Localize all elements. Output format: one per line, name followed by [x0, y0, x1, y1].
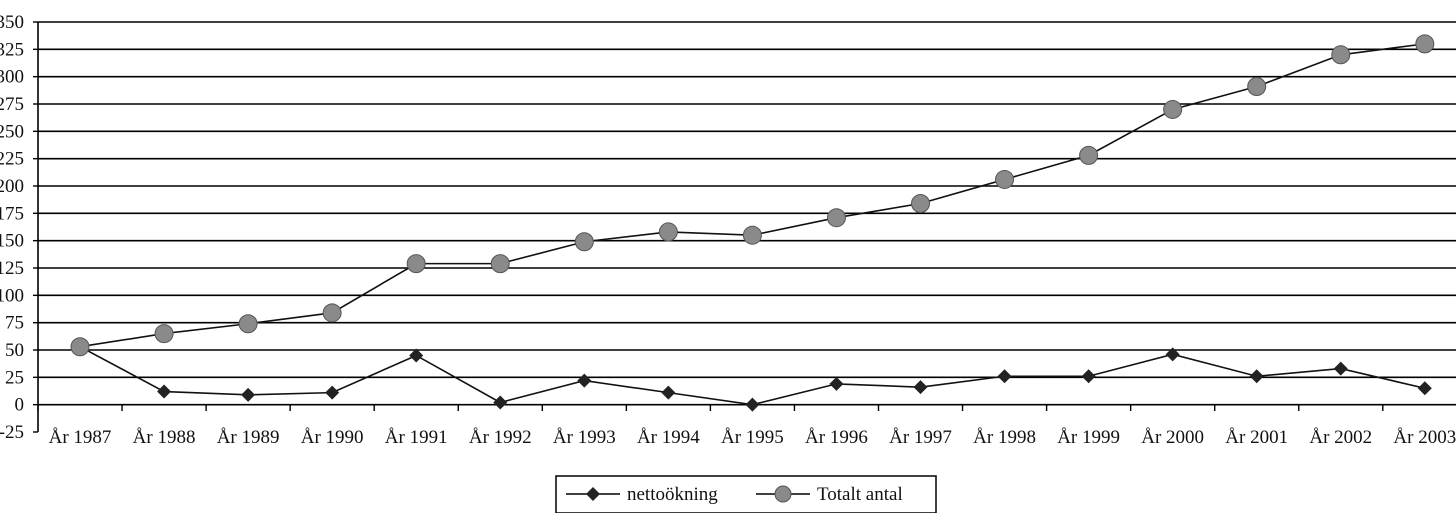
y-tick-label: 150	[0, 231, 24, 252]
data-point	[409, 348, 424, 363]
data-point	[1081, 369, 1096, 384]
x-tick-label: År 1987	[49, 427, 112, 448]
data-point	[574, 232, 594, 252]
legend-label-totalt-antal: Totalt antal	[817, 484, 903, 505]
legend: nettoökning Totalt antal	[555, 475, 937, 513]
y-tick-label: -25	[0, 422, 24, 443]
data-point	[1333, 361, 1348, 376]
data-point	[658, 222, 678, 242]
data-point	[995, 169, 1015, 189]
data-point	[1163, 99, 1183, 119]
x-tick-label: År 2003	[1393, 427, 1456, 448]
legend-label-nettookning: nettoökning	[627, 484, 718, 505]
y-tick-label: 75	[5, 313, 24, 334]
data-point	[157, 384, 172, 399]
data-point	[70, 337, 90, 357]
data-point	[406, 254, 426, 274]
x-tick-label: År 1997	[889, 427, 952, 448]
data-point	[1415, 34, 1435, 54]
y-tick-label: 350	[0, 12, 24, 33]
legend-marker-nettookning	[586, 487, 600, 501]
y-tick-label: 175	[0, 203, 24, 224]
y-tick-label: 25	[5, 367, 24, 388]
data-point	[742, 225, 762, 245]
data-point	[493, 395, 508, 410]
data-point	[1417, 381, 1432, 396]
data-point	[661, 385, 676, 400]
data-point	[1249, 369, 1264, 384]
y-axis-tick-labels: -25 0 25 50 75 100 125 150 175 200 225 250 275 300 325…	[0, 12, 24, 443]
data-point	[1079, 145, 1099, 165]
series-totalt-antal	[70, 34, 1435, 357]
series-line	[79, 43, 1425, 348]
data-point	[745, 397, 760, 412]
data-point	[997, 369, 1012, 384]
x-tick-label: År 1990	[301, 427, 364, 448]
y-tick-label: 325	[0, 39, 24, 60]
y-tick-label: 275	[0, 94, 24, 115]
y-tick-label: 50	[5, 340, 24, 361]
x-tick-label: År 2002	[1309, 427, 1372, 448]
y-tick-label: 250	[0, 121, 24, 142]
y-tick-label: 200	[0, 176, 24, 197]
data-point	[1331, 45, 1351, 65]
data-point	[913, 380, 928, 395]
data-point	[490, 254, 510, 274]
data-point	[829, 376, 844, 391]
data-point	[577, 373, 592, 388]
x-tick-label: År 1999	[1057, 427, 1120, 448]
x-tick-label: År 1996	[805, 427, 868, 448]
x-tick-label: År 1994	[637, 427, 700, 448]
data-point	[154, 324, 174, 344]
axes	[33, 21, 1384, 433]
x-tick-label: År 2000	[1141, 427, 1204, 448]
y-tick-label: 225	[0, 149, 24, 170]
x-tick-label: År 1993	[553, 427, 616, 448]
x-axis-tick-labels: År 1987 År 1988 År 1989 År 1990 År 1991 År 19…	[49, 427, 1456, 448]
data-point	[911, 193, 930, 213]
y-tick-label: 125	[0, 258, 24, 279]
y-tick-label: 100	[0, 285, 24, 306]
data-point	[325, 385, 340, 400]
data-point	[241, 387, 256, 402]
data-point	[1165, 347, 1180, 362]
data-point	[1247, 77, 1267, 97]
gridlines	[38, 21, 1456, 406]
x-tick-label: År 1992	[469, 427, 532, 448]
data-point	[322, 303, 342, 323]
x-tick-label: År 1989	[217, 427, 280, 448]
data-point	[826, 208, 846, 228]
legend-marker-totalt-antal	[774, 485, 792, 503]
series-line	[79, 346, 1425, 406]
x-tick-label: År 1998	[973, 427, 1036, 448]
y-tick-label: 0	[15, 395, 25, 416]
x-tick-label: År 1991	[385, 427, 448, 448]
data-point	[238, 314, 258, 334]
x-tick-label: År 1995	[721, 427, 784, 448]
y-tick-label: 300	[0, 67, 24, 88]
series-lines	[70, 34, 1435, 412]
x-tick-label: År 1988	[133, 427, 196, 448]
x-tick-label: År 2001	[1225, 427, 1288, 448]
